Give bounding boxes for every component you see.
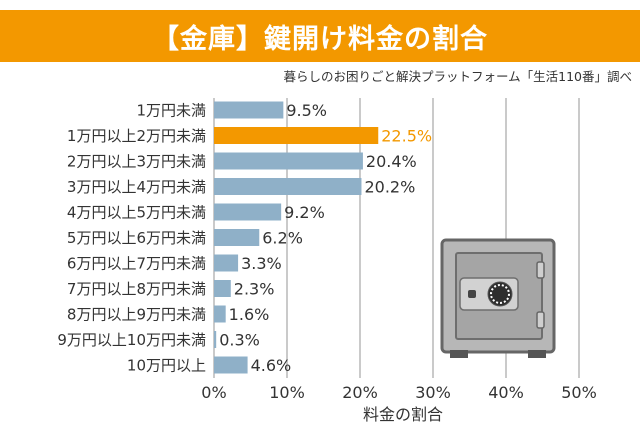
- category-label: 7万円以上8万円未満: [67, 280, 206, 298]
- value-label: 9.2%: [284, 203, 325, 222]
- bar: [214, 254, 239, 272]
- category-label: 3万円以上4万円未満: [67, 178, 206, 196]
- value-label: 2.3%: [234, 280, 275, 299]
- bar: [214, 152, 363, 170]
- x-tick-label: 20%: [342, 383, 378, 402]
- value-label: 3.3%: [241, 254, 282, 273]
- bar: [214, 280, 231, 297]
- value-label: 20.2%: [364, 178, 415, 197]
- category-label: 9万円以上10万円未満: [57, 331, 206, 349]
- safe-hinge-bottom: [536, 311, 545, 329]
- x-tick-label: 0%: [201, 383, 226, 402]
- x-tick-label: 50%: [561, 383, 597, 402]
- category-label: 4万円以上5万円未満: [67, 204, 206, 222]
- source-note: 暮らしのお困りごと解決プラットフォーム「生活110番」調べ: [283, 69, 633, 84]
- value-label: 1.6%: [229, 305, 270, 324]
- category-label: 5万円以上6万円未満: [67, 229, 206, 247]
- title-banner: 【金庫】鍵開け料金の割合: [0, 10, 640, 62]
- value-label: 20.4%: [366, 152, 417, 171]
- chart-title: 【金庫】鍵開け料金の割合: [152, 23, 488, 55]
- labels-layer: 0% 10% 20% 30% 40% 50% 1万円未満 9.5% 1万円以上2万円未満 22.5…: [57, 101, 596, 402]
- category-label: 6万円以上7万円未満: [67, 255, 206, 273]
- safe-foot-right: [528, 350, 546, 358]
- category-label: 1万円以上2万円未満: [67, 127, 206, 145]
- safe-handle: [468, 290, 476, 298]
- value-label: 22.5%: [381, 127, 432, 146]
- bar: [214, 229, 260, 246]
- x-axis-title: 料金の割合: [363, 405, 443, 424]
- value-label: 9.5%: [286, 101, 327, 120]
- category-label: 10万円以上: [127, 357, 206, 375]
- value-label: 4.6%: [251, 356, 292, 375]
- x-tick-label: 30%: [415, 383, 451, 402]
- safe-dial-ticks: [490, 284, 510, 304]
- category-label: 1万円未満: [136, 102, 206, 120]
- bar: [214, 101, 284, 119]
- category-label: 8万円以上9万円未満: [67, 306, 206, 324]
- bar: [214, 178, 362, 195]
- safe-icon: [440, 238, 556, 358]
- category-label: 2万円以上3万円未満: [67, 153, 206, 171]
- bar: [214, 203, 282, 221]
- value-label: 6.2%: [262, 229, 303, 248]
- bars-layer: [214, 101, 379, 374]
- safe-hinge-top: [536, 261, 545, 279]
- bar: [214, 356, 248, 374]
- bar: [214, 305, 226, 323]
- x-tick-label: 10%: [269, 383, 305, 402]
- safe-foot-left: [450, 350, 468, 358]
- value-label: 0.3%: [219, 331, 260, 350]
- bar: [214, 331, 217, 348]
- x-tick-label: 40%: [488, 383, 524, 402]
- bar: [214, 127, 379, 144]
